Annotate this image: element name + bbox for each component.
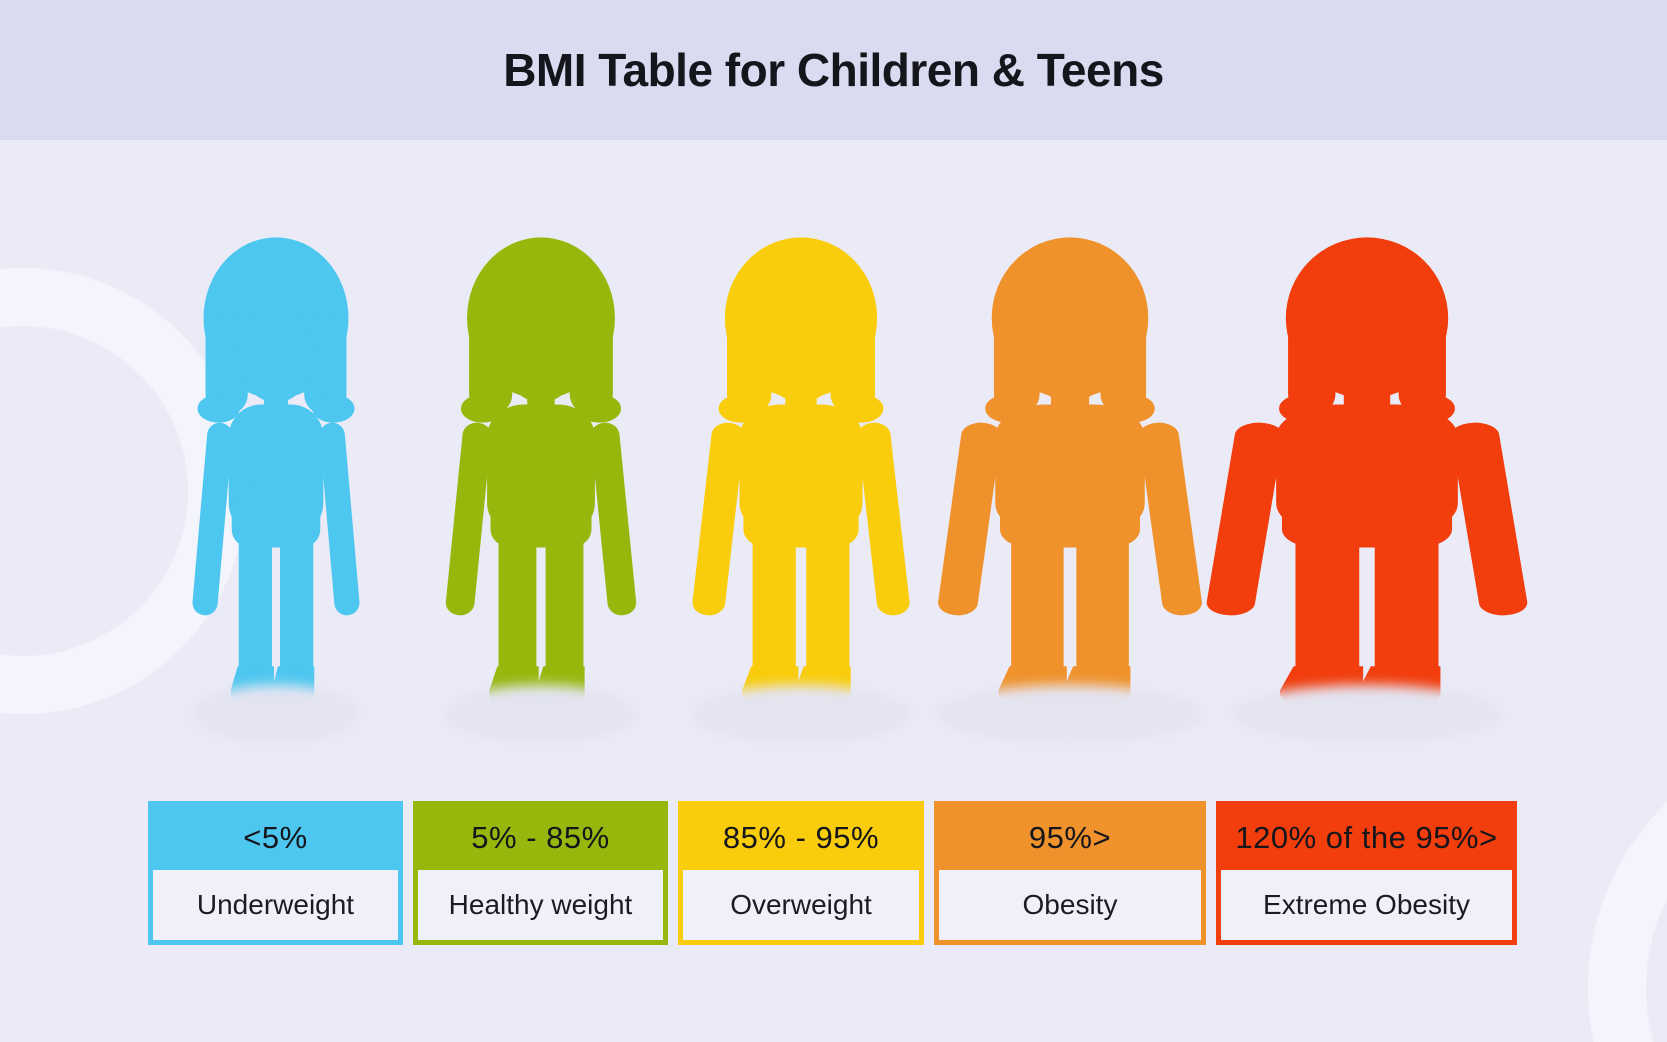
silhouette-face [502, 309, 579, 403]
figure-wrap [413, 225, 668, 743]
figure-wrap [1206, 225, 1527, 743]
silhouette-hair-flip-left [1278, 394, 1326, 423]
figure-wrap [934, 225, 1206, 743]
silhouette-hair-flip-left [460, 394, 504, 423]
category-column-underweight: <5% Underweight [148, 225, 403, 945]
silhouette-right-arm [319, 422, 360, 616]
silhouette-hair-right [830, 313, 875, 415]
silhouette-left-arm [191, 422, 232, 616]
silhouette-right-arm [1450, 422, 1527, 616]
silhouette-right-arm [1139, 422, 1202, 616]
silhouette-hair-right [303, 313, 346, 415]
decorative-ring-right [1588, 730, 1667, 1042]
silhouette-face [1324, 309, 1409, 403]
child-silhouette-underweight-icon [191, 237, 360, 705]
child-silhouette-obesity-icon [938, 237, 1202, 705]
silhouette-right-leg [806, 527, 850, 687]
silhouette-hair-flip-right [311, 394, 355, 423]
category-card-healthy-weight: 5% - 85% Healthy weight [413, 801, 668, 945]
silhouette-hair-left [468, 313, 512, 415]
category-label: Extreme Obesity [1221, 870, 1512, 940]
silhouette-left-leg [1011, 527, 1064, 687]
category-column-overweight: 85% - 95% Overweight [678, 225, 924, 945]
silhouette-left-arm [1206, 422, 1283, 616]
figure-shadow [935, 685, 1205, 743]
silhouette-face [238, 309, 313, 403]
silhouette-face [761, 309, 841, 403]
figure-shadow [190, 685, 361, 743]
percentile-range: 120% of the 95%> [1221, 806, 1512, 870]
silhouette-hair-flip-right [1109, 394, 1155, 423]
percentile-range: <5% [153, 806, 398, 870]
figure-shadow [690, 685, 912, 743]
silhouette-left-arm [938, 422, 1001, 616]
silhouette-hair-flip-left [718, 394, 763, 423]
figure-shadow [443, 685, 638, 743]
child-silhouette-healthy-weight-icon [445, 237, 636, 705]
silhouette-left-leg [1294, 527, 1359, 687]
category-label: Healthy weight [418, 870, 663, 940]
silhouette-hair-right [1100, 313, 1147, 415]
page-title: BMI Table for Children & Teens [503, 44, 1164, 96]
category-column-obesity: 95%> Obesity [934, 225, 1206, 945]
silhouette-left-leg [498, 527, 536, 687]
silhouette-right-arm [590, 422, 636, 616]
category-card-extreme-obesity: 120% of the 95%> Extreme Obesity [1216, 801, 1517, 945]
figure-wrap [678, 225, 924, 743]
silhouette-right-leg [545, 527, 583, 687]
silhouette-hair-right [1398, 313, 1446, 415]
category-card-obesity: 95%> Obesity [934, 801, 1206, 945]
category-label: Obesity [939, 870, 1201, 940]
category-label: Overweight [683, 870, 919, 940]
figure-shadow [1230, 685, 1503, 743]
child-silhouette-overweight-icon [692, 237, 910, 705]
category-column-healthy-weight: 5% - 85% Healthy weight [413, 225, 668, 945]
silhouette-left-leg [752, 527, 796, 687]
percentile-range: 85% - 95% [683, 806, 919, 870]
silhouette-hair-flip-right [839, 394, 884, 423]
silhouette-hair-left [205, 313, 248, 415]
silhouette-hair-flip-right [577, 394, 621, 423]
category-card-underweight: <5% Underweight [148, 801, 403, 945]
silhouette-hair-flip-right [1407, 394, 1455, 423]
silhouette-right-leg [1076, 527, 1129, 687]
category-column-extreme-obesity: 120% of the 95%> Extreme Obesity [1206, 225, 1527, 945]
category-label: Underweight [153, 870, 398, 940]
silhouette-hair-left [993, 313, 1040, 415]
silhouette-hair-flip-left [985, 394, 1031, 423]
category-card-overweight: 85% - 95% Overweight [678, 801, 924, 945]
silhouette-hair-left [727, 313, 772, 415]
silhouette-right-arm [857, 422, 910, 616]
silhouette-right-leg [1374, 527, 1439, 687]
silhouette-hair-right [569, 313, 613, 415]
silhouette-face [1029, 309, 1111, 403]
figure-wrap [148, 225, 403, 743]
silhouette-left-leg [238, 527, 272, 687]
header-band: BMI Table for Children & Teens [0, 0, 1667, 140]
silhouette-hair-flip-left [196, 394, 240, 423]
silhouette-right-leg [279, 527, 313, 687]
silhouette-hair-left [1287, 313, 1335, 415]
silhouette-left-arm [692, 422, 745, 616]
percentile-range: 95%> [939, 806, 1201, 870]
percentile-range: 5% - 85% [418, 806, 663, 870]
child-silhouette-extreme-obesity-icon [1206, 237, 1527, 705]
bmi-columns: <5% Underweight [148, 225, 1527, 945]
silhouette-left-arm [445, 422, 491, 616]
